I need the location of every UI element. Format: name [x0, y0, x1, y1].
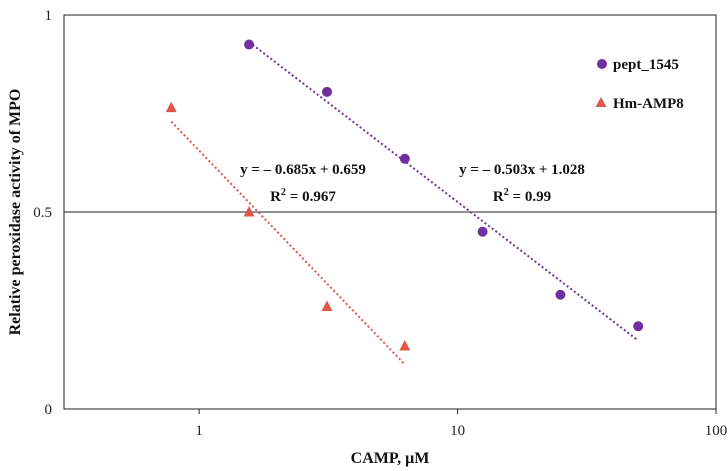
- trendline-pept-1545: [248, 41, 639, 342]
- equation-pept-1545: y = – 0.503x + 1.028 R2 = 0.99: [459, 162, 585, 205]
- equation-hm-amp8: y = – 0.685x + 0.659 R2 = 0.967: [240, 162, 366, 205]
- y-axis-title: Relative peroxidase activity of MPO: [7, 89, 24, 336]
- data-point-hm-amp8: [321, 300, 333, 312]
- trendline-hm-amp8: [170, 120, 406, 366]
- x-tick-label: 100: [705, 423, 728, 439]
- x-tick-label: 1: [195, 423, 203, 439]
- data-point-pept-1545: [477, 226, 488, 237]
- data-point-hm-amp8: [243, 206, 255, 217]
- data-points: [165, 39, 644, 351]
- equation-pept-1545-line: y = – 0.503x + 1.028: [459, 162, 585, 178]
- plot-frame: [63, 14, 717, 410]
- x-tick-label: 10: [450, 423, 465, 439]
- data-point-pept-1545: [633, 321, 644, 332]
- x-axis-title: CAMP, μM: [351, 450, 430, 467]
- x-tick-labels: 1 10 100: [195, 409, 727, 439]
- legend-item-pept-1545: pept_1545: [597, 57, 679, 73]
- legend-marker-triangle: [595, 97, 607, 107]
- y-tick-labels: 00.51: [33, 8, 52, 418]
- legend: pept_1545 Hm-AMP8: [595, 57, 684, 112]
- y-tick-label: 1: [45, 8, 53, 24]
- legend-label-hm-amp8: Hm-AMP8: [613, 96, 684, 112]
- y-tick-label: 0: [45, 402, 53, 418]
- y-tick-label: 0.5: [33, 205, 52, 221]
- data-point-pept-1545: [244, 39, 255, 50]
- data-point-hm-amp8: [399, 339, 411, 351]
- r2-hm-amp8: R2 = 0.967: [270, 187, 336, 205]
- data-point-pept-1545: [322, 86, 333, 97]
- data-point-pept-1545: [555, 289, 566, 300]
- legend-marker-circle: [597, 59, 607, 69]
- legend-label-pept-1545: pept_1545: [613, 57, 679, 73]
- data-point-pept-1545: [399, 153, 410, 164]
- legend-item-hm-amp8: Hm-AMP8: [595, 96, 684, 112]
- data-point-hm-amp8: [165, 101, 177, 113]
- trendlines: [170, 41, 639, 366]
- equation-hm-amp8-line: y = – 0.685x + 0.659: [240, 162, 366, 178]
- r2-pept-1545: R2 = 0.99: [493, 187, 551, 205]
